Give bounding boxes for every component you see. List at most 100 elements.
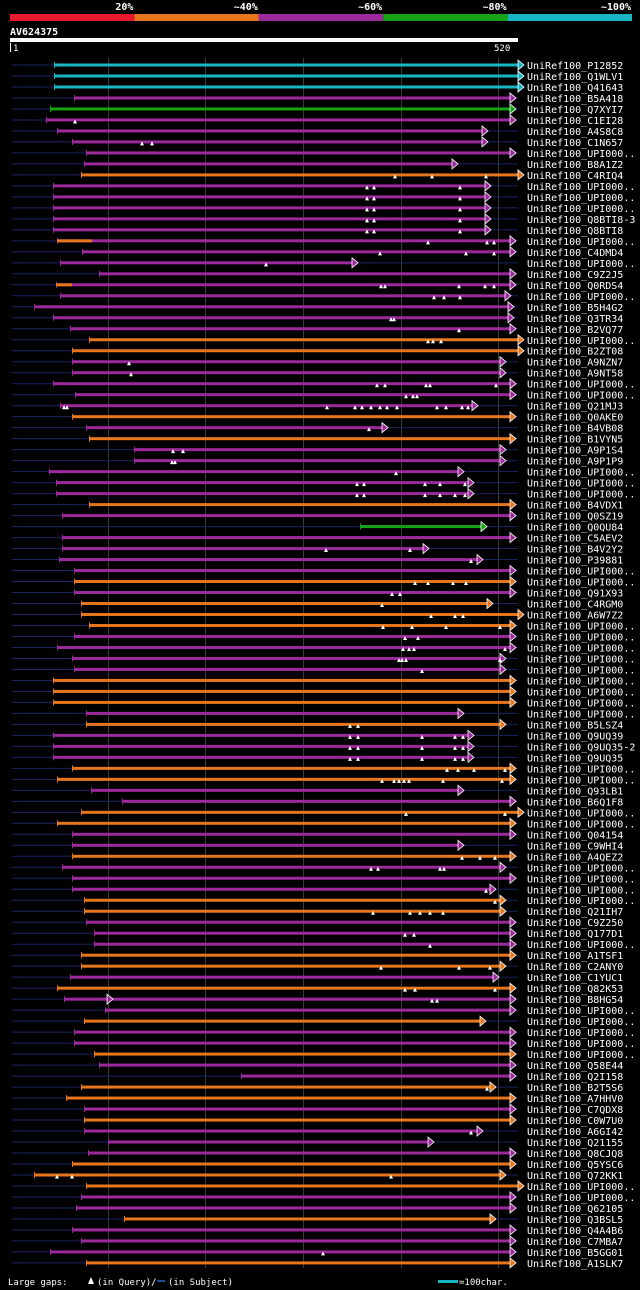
hit-label: UniRef100_Q1WLV1	[527, 72, 623, 83]
query-gap-marker-icon	[460, 405, 464, 410]
query-gap-marker-icon	[353, 405, 357, 410]
hit-bar	[74, 667, 500, 671]
hit-arrow-icon	[467, 487, 475, 500]
hit-bar	[81, 613, 518, 616]
hit-label: UniRef100_UPI000..	[527, 336, 635, 347]
hit-arrow-icon	[517, 169, 525, 181]
hit-bar	[72, 854, 510, 858]
hit-row: UniRef100_UPI000..	[12, 938, 635, 951]
hit-bar	[241, 1074, 510, 1078]
query-gap-marker-icon	[372, 218, 376, 223]
hit-row: UniRef100_Q177D1	[12, 927, 623, 940]
hit-row: UniRef100_Q3TR34	[12, 311, 623, 325]
hit-bar	[72, 832, 510, 836]
query-bar	[10, 38, 518, 42]
hit-bar-segment	[57, 239, 92, 243]
legend-swatch	[258, 14, 384, 21]
query-gap-marker-icon	[485, 240, 489, 245]
hit-row: UniRef100_A4QEZ2	[12, 850, 623, 863]
hit-row: UniRef100_UPI000..	[12, 1004, 635, 1017]
query-gap-marker-icon	[456, 767, 460, 772]
hit-bar	[34, 1173, 500, 1177]
query-gap-marker-icon	[348, 723, 352, 728]
hit-label: UniRef100_Q9UQ39	[527, 731, 623, 742]
hit-label: UniRef100_B2ZT08	[527, 347, 623, 358]
hit-row: UniRef100_A9P1P9	[12, 454, 623, 468]
hit-label: UniRef100_Q9UQ35-2	[527, 742, 635, 753]
hit-row: UniRef100_UPI000..	[12, 685, 635, 698]
hit-bar	[56, 492, 468, 496]
query-start-label: 1	[13, 44, 18, 54]
hit-label: UniRef100_A6W7Z2	[527, 611, 623, 622]
query-gap-marker-icon	[378, 405, 382, 410]
query-gap-marker-icon	[418, 910, 422, 915]
hit-bar	[72, 1162, 510, 1166]
hit-bar	[89, 623, 510, 627]
query-gap-marker-icon	[435, 998, 439, 1003]
hit-label: UniRef100_UPI000..	[527, 1017, 635, 1028]
hit-row: UniRef100_Q9UQ35-2	[12, 740, 635, 753]
query-gap-marker-icon	[484, 888, 488, 893]
hit-label: UniRef100_A4QEZ2	[527, 852, 623, 863]
hit-arrow-icon	[509, 575, 517, 588]
query-gap-marker-icon	[438, 493, 442, 498]
hit-label: UniRef100_UPI000..	[527, 621, 635, 632]
hit-arrow-icon	[479, 1015, 487, 1027]
hit-bar	[89, 437, 510, 441]
hit-bar	[56, 283, 510, 287]
query-gap-marker-icon	[458, 295, 462, 300]
hit-arrow-icon	[517, 806, 525, 819]
identity-legend: 20% ~40% ~60% ~80% ~100%	[10, 2, 632, 21]
hit-arrow-icon	[480, 520, 488, 533]
hit-label: UniRef100_Q9UQ35	[527, 753, 623, 764]
hit-label: UniRef100_UPI000..	[527, 1028, 635, 1039]
hit-row: UniRef100_Q7XYI7	[12, 103, 623, 116]
hit-row: UniRef100_Q21155	[12, 1136, 623, 1149]
hit-row: UniRef100_UPI000..	[12, 147, 635, 160]
hit-label: UniRef100_UPI000..	[527, 237, 635, 248]
hit-row: UniRef100_Q0AKE0	[12, 410, 623, 424]
hit-arrow-icon	[509, 322, 517, 335]
hit-row: UniRef100_B5GG01	[12, 1246, 623, 1259]
query-gap-marker-icon	[408, 548, 412, 553]
query-gap-marker-icon	[415, 394, 419, 399]
hit-label: UniRef100_B2VQ77	[527, 325, 623, 336]
query-gap-marker-icon	[472, 767, 476, 772]
hit-bar	[86, 920, 510, 924]
hit-row: UniRef100_C4RGM0	[12, 597, 623, 611]
hit-row: UniRef100_UPI000..	[12, 465, 635, 479]
hit-arrow-icon	[509, 982, 517, 995]
hit-arrow-icon	[427, 1136, 435, 1148]
hit-arrow-icon	[484, 213, 492, 225]
hit-label: UniRef100_UPI000..	[527, 1050, 635, 1061]
hit-row: UniRef100_B8A1Z2	[12, 158, 623, 171]
hit-arrow-icon	[499, 905, 507, 918]
query-gap-marker-icon	[458, 185, 462, 190]
query-gap-marker-icon	[380, 778, 384, 783]
hit-row: UniRef100_Q91X93	[12, 586, 623, 600]
hit-bar	[99, 1063, 510, 1067]
hit-arrow-icon	[509, 278, 517, 291]
hit-bar	[53, 217, 485, 221]
hit-bar	[53, 195, 485, 199]
hit-label: UniRef100_Q8BTI8	[527, 226, 623, 237]
hit-row: UniRef100_UPI000..	[12, 817, 635, 830]
hit-arrow-icon	[509, 498, 517, 511]
hit-row: UniRef100_UPI000..	[12, 1048, 635, 1061]
hit-arrow-icon	[467, 740, 475, 753]
hit-row: UniRef100_UPI000..	[12, 861, 635, 874]
hit-label: UniRef100_Q4A4B6	[527, 1226, 623, 1237]
query-gap-marker-icon	[438, 866, 442, 871]
hit-bar	[60, 261, 352, 265]
hit-row: UniRef100_UPI000..	[12, 202, 635, 215]
hit-arrow-icon	[467, 476, 475, 489]
hit-bar	[124, 1217, 490, 1221]
hit-label: UniRef100_C1EI28	[527, 116, 623, 127]
legend-label: ~100%	[601, 2, 631, 13]
query-gap-marker-icon	[439, 339, 443, 344]
hit-arrow-icon	[509, 234, 517, 247]
query-gap-marker-icon	[356, 723, 360, 728]
hit-bar	[72, 766, 510, 770]
hit-bar	[53, 316, 508, 320]
